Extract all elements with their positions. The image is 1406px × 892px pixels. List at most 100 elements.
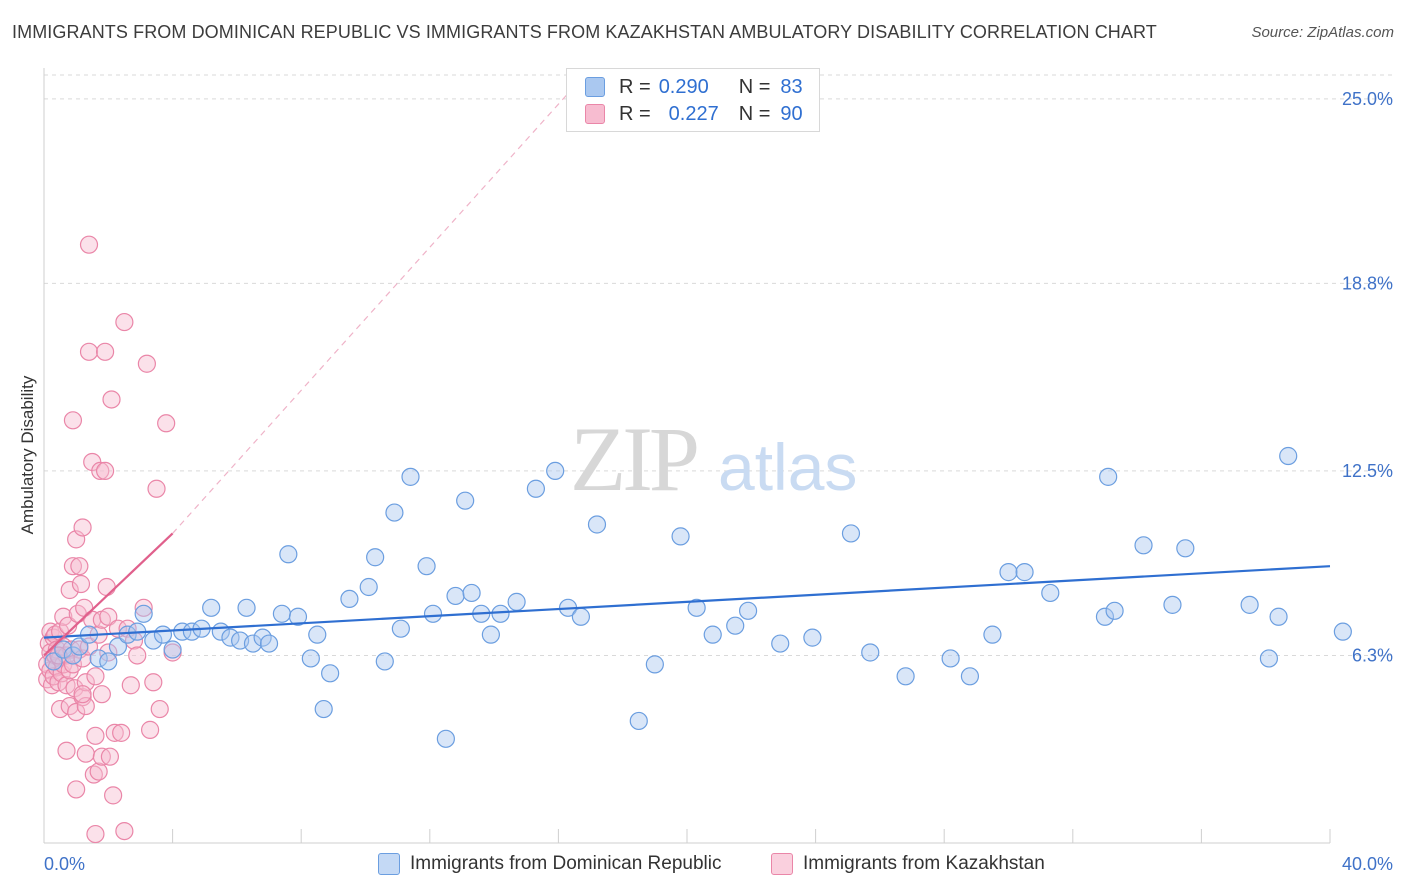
y-tick-label: 25.0%: [1342, 89, 1393, 109]
watermark-atlas: atlas: [718, 430, 857, 504]
y-axis-label: Ambulatory Disability: [18, 375, 37, 535]
kazakhstan-point: [76, 696, 95, 716]
legend-n-value: 83: [780, 75, 803, 98]
dominican-point: [279, 545, 298, 564]
legend-n-value: 90: [780, 102, 803, 125]
dominican-point: [983, 625, 1002, 644]
dominican-point: [423, 604, 443, 623]
kazakhstan-point: [95, 461, 115, 481]
dominican-point: [726, 616, 745, 635]
dominican-point: [321, 664, 340, 683]
series-legend: Immigrants from Dominican Republic Immig…: [0, 851, 1406, 879]
legend-n-label: N =: [738, 102, 771, 125]
kazakhstan-point: [105, 723, 124, 742]
grid-lines: [44, 74, 1394, 656]
kazakhstan-point: [60, 580, 79, 600]
tick-labels: 6.3% 12.5% 18.8% 25.0% 0.0% 40.0%: [44, 89, 1393, 874]
legend-item-kazakhstan: Immigrants from Kazakhstan: [771, 853, 1045, 875]
dominican-point: [703, 625, 722, 644]
dominican-point: [629, 711, 648, 731]
dominican-point: [108, 637, 128, 656]
dominican-point: [259, 634, 279, 653]
dominican-point: [44, 652, 63, 671]
dominican-point: [960, 667, 980, 686]
kazakhstan-points: [38, 235, 182, 844]
kazakhstan-point: [150, 699, 169, 719]
kazakhstan-point: [147, 479, 166, 498]
kazakhstan-point: [157, 414, 176, 433]
dominican-point: [861, 643, 880, 662]
dominican-point: [1163, 595, 1182, 614]
dominican-point: [1269, 607, 1288, 626]
kazakhstan-point: [67, 780, 86, 799]
trend-lines: [43, 89, 1331, 657]
legend-item-dominican: Immigrants from Dominican Republic: [378, 853, 722, 875]
dominican-point: [1279, 446, 1298, 466]
legend-label-dominican: Immigrants from Dominican Republic: [410, 853, 722, 874]
watermark-zip: ZIP: [570, 408, 697, 510]
kazakhstan-point: [115, 312, 134, 332]
dominican-point: [173, 622, 192, 641]
dominican-point: [417, 557, 436, 576]
kazakhstan-point: [57, 741, 76, 760]
dominican-point: [134, 604, 153, 623]
dominican-point: [571, 607, 591, 626]
correlation-legend: R = 0.290 N = 83 R = 0.227 N = 90: [566, 68, 820, 132]
dominican-point: [70, 637, 89, 656]
dominican-point: [1099, 467, 1118, 486]
dominican-point: [1240, 595, 1259, 614]
dominican-point: [456, 491, 475, 510]
legend-n-label: N =: [738, 75, 771, 98]
kazakhstan-point: [71, 574, 91, 594]
kazakhstan-trend-line: [43, 532, 174, 657]
kazakhstan-point: [144, 673, 163, 692]
dominican-point: [896, 667, 915, 686]
dominican-point: [153, 625, 173, 644]
kazakhstan-point: [49, 646, 68, 665]
dominican-point: [507, 592, 526, 611]
kazakhstan-point: [73, 685, 92, 704]
dominican-point: [314, 699, 333, 719]
dominican-point: [687, 598, 706, 617]
dominican-point: [1176, 539, 1195, 558]
kazakhstan-point: [79, 342, 99, 361]
axes: [43, 68, 1331, 844]
x-tick-label: 40.0%: [1342, 854, 1393, 874]
kazakhstan-point: [97, 577, 116, 597]
legend-row-kazakhstan: R = 0.227 N = 90: [585, 102, 803, 126]
kazakhstan-point: [104, 786, 123, 805]
y-tick-label: 6.3%: [1352, 645, 1393, 665]
dominican-point: [202, 598, 221, 617]
kazakhstan-point: [84, 765, 103, 784]
kazakhstan-point: [89, 762, 108, 781]
dominican-point: [1041, 583, 1060, 603]
dominican-point: [1095, 607, 1115, 626]
legend-r-label: R =: [619, 102, 651, 125]
kazakhstan-point: [128, 646, 147, 665]
dominican-point: [272, 604, 292, 623]
dominican-point: [359, 577, 378, 597]
dominican-point: [375, 652, 394, 671]
kazakhstan-point: [70, 557, 89, 576]
kazakhstan-point: [86, 824, 105, 844]
dominican-point: [237, 598, 256, 617]
legend-row-dominican: R = 0.290 N = 83: [585, 75, 803, 99]
dominican-point: [308, 625, 327, 644]
dominican-point: [163, 640, 182, 659]
dominican-point: [803, 628, 822, 647]
kazakhstan-point: [91, 461, 110, 481]
kazakhstan-point: [92, 685, 111, 704]
kazakhstan-point: [134, 598, 153, 617]
dominican-point: [1105, 601, 1124, 620]
dominican-point: [481, 625, 500, 644]
dominican-point: [63, 646, 83, 665]
legend-r-value: 0.227: [668, 102, 719, 125]
kazakhstan-point: [100, 747, 120, 766]
kazakhstan-point: [79, 235, 99, 254]
kazakhstan-point: [76, 744, 95, 763]
dominican-point: [841, 524, 861, 543]
watermark: ZIP atlas: [570, 408, 857, 510]
dominican-point: [491, 604, 510, 623]
dominican-point: [401, 467, 420, 486]
